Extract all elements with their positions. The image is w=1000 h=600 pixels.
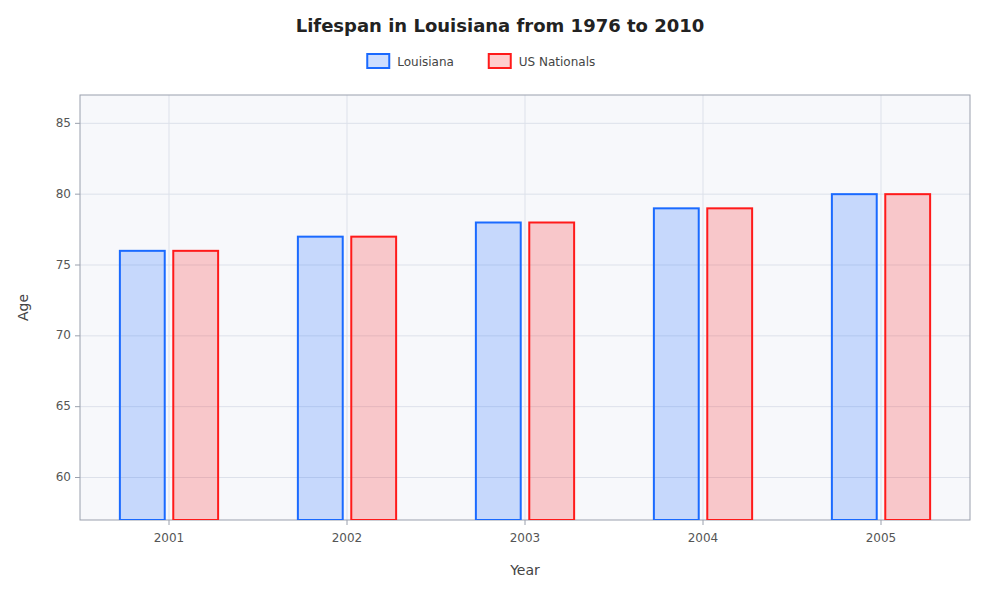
x-grid-line	[525, 95, 526, 520]
bar	[351, 237, 396, 520]
x-grid-line	[881, 95, 882, 520]
y-tick	[75, 123, 80, 124]
y-tick	[75, 477, 80, 478]
bar	[529, 223, 574, 521]
bar	[885, 194, 930, 520]
y-tick	[75, 335, 80, 336]
x-tick-label: 2002	[332, 531, 363, 545]
legend-label: Louisiana	[397, 55, 454, 69]
bar	[298, 237, 343, 520]
y-tick-label: 80	[56, 187, 71, 201]
y-tick	[75, 406, 80, 407]
x-tick	[525, 520, 526, 525]
y-tick	[75, 265, 80, 266]
chart-container: 60 65 70 75 80 85 2001 2002 2003 2004 2005 Year Age L…	[0, 0, 1000, 600]
x-tick-label: 2004	[688, 531, 719, 545]
legend-swatch	[367, 54, 389, 68]
y-tick-label: 85	[56, 116, 71, 130]
y-tick-label: 75	[56, 258, 71, 272]
plot-frame	[80, 95, 970, 520]
legend-swatch	[489, 54, 511, 68]
x-tick-label: 2005	[866, 531, 897, 545]
x-grid-line	[347, 95, 348, 520]
x-tick	[881, 520, 882, 525]
bar	[832, 194, 877, 520]
bars	[120, 194, 930, 520]
grid	[80, 95, 970, 520]
x-grid-line	[169, 95, 170, 520]
plot-background	[80, 95, 970, 520]
y-axis: 60 65 70 75 80 85	[56, 116, 80, 484]
bar	[707, 208, 752, 520]
bar	[173, 251, 218, 520]
x-axis: 2001 2002 2003 2004 2005	[154, 520, 897, 545]
y-tick-label: 60	[56, 470, 71, 484]
y-tick-label: 70	[56, 328, 71, 342]
x-tick	[169, 520, 170, 525]
x-tick	[347, 520, 348, 525]
y-tick	[75, 194, 80, 195]
x-tick-label: 2001	[154, 531, 185, 545]
bar	[120, 251, 165, 520]
x-axis-label: Year	[509, 562, 540, 578]
title: Lifespan in Louisiana from 1976 to 2010	[296, 15, 705, 36]
bar	[654, 208, 699, 520]
y-tick-label: 65	[56, 399, 71, 413]
legend-label: US Nationals	[519, 55, 595, 69]
legend: Louisiana US Nationals	[367, 54, 595, 69]
x-tick-label: 2003	[510, 531, 541, 545]
y-axis-label: Age	[15, 294, 31, 321]
x-tick	[703, 520, 704, 525]
chart: 60 65 70 75 80 85 2001 2002 2003 2004 2005 Year Age L…	[0, 0, 1000, 600]
bar	[476, 223, 521, 521]
x-grid-line	[703, 95, 704, 520]
